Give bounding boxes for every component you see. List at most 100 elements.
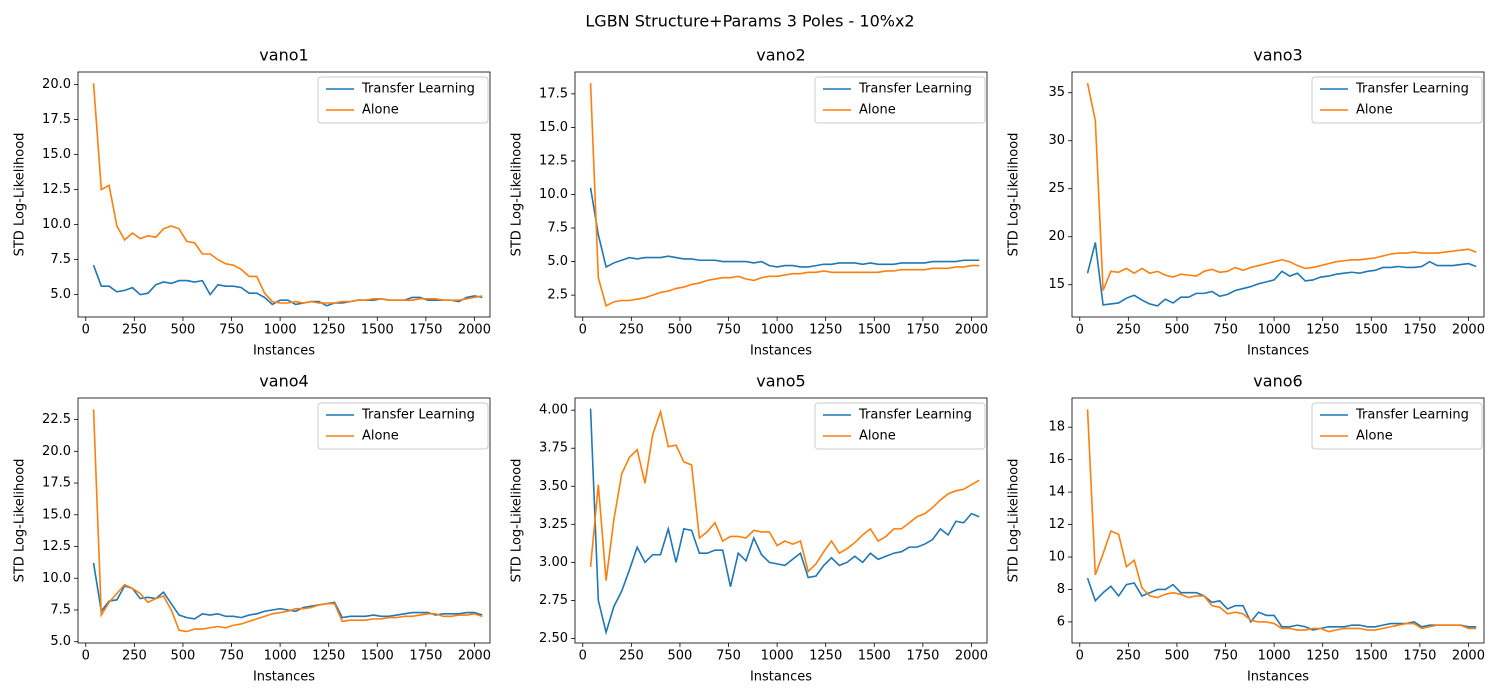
x-tick-label: 1750: [1403, 649, 1436, 664]
y-axis-label: STD Log-Likelihood: [13, 133, 28, 257]
y-axis-label: STD Log-Likelihood: [510, 133, 525, 257]
x-tick-label: 250: [1116, 649, 1141, 664]
y-tick-label: 17.5: [42, 476, 71, 491]
x-tick-label: 1500: [858, 649, 891, 664]
y-tick-label: 3.25: [539, 517, 568, 532]
subplot-title: vano3: [1253, 46, 1302, 65]
plot-area: [1086, 82, 1477, 307]
x-tick-label: 250: [619, 649, 644, 664]
x-tick-label: 500: [1165, 323, 1190, 338]
y-tick-label: 10.0: [539, 187, 568, 202]
x-axis-label: Instances: [253, 344, 315, 359]
x-tick-label: 750: [716, 323, 741, 338]
y-axis-label: STD Log-Likelihood: [1007, 459, 1022, 583]
y-tick-label: 25: [1048, 181, 1065, 196]
x-tick-label: 2000: [955, 649, 988, 664]
x-tick-label: 1000: [1258, 649, 1291, 664]
y-tick-label: 5.0: [547, 254, 568, 269]
legend-box: [1311, 402, 1483, 450]
series-line: [1086, 242, 1477, 307]
x-tick-label: 1250: [312, 323, 345, 338]
x-tick-label: 1250: [809, 649, 842, 664]
y-tick-label: 6: [1057, 614, 1065, 629]
axes-frame: [77, 71, 491, 318]
y-tick-label: 8: [1057, 582, 1065, 597]
plot-area: [92, 409, 483, 633]
x-tick-label: 500: [171, 323, 196, 338]
x-tick-label: 500: [668, 649, 693, 664]
y-tick-label: 3.75: [539, 441, 568, 456]
x-tick-label: 0: [579, 323, 587, 338]
legend-label: Alone: [362, 429, 399, 444]
subplot: vano4 0 250 500 750 1000 1250 1500 1750 2000 5.0 7.…: [13, 372, 491, 685]
y-tick-label: 2.75: [539, 593, 568, 608]
legend-label: Alone: [1356, 429, 1393, 444]
y-tick-label: 17.5: [42, 112, 71, 127]
plot-area: [589, 83, 980, 308]
y-axis-label: STD Log-Likelihood: [1007, 133, 1022, 257]
x-tick-label: 1000: [1258, 323, 1291, 338]
x-tick-label: 2000: [1452, 323, 1485, 338]
y-tick-label: 30: [1048, 133, 1065, 148]
legend: Transfer Learning Alone: [1311, 402, 1483, 450]
x-tick-label: 0: [82, 323, 90, 338]
y-tick-label: 20.0: [42, 77, 71, 92]
x-tick-label: 250: [1116, 323, 1141, 338]
y-tick-label: 12.5: [42, 182, 71, 197]
x-tick-label: 750: [219, 323, 244, 338]
y-tick-label: 35: [1048, 85, 1065, 100]
subplot-title: vano4: [259, 372, 308, 391]
legend-label: Transfer Learning: [1355, 82, 1469, 97]
y-tick-label: 17.5: [539, 86, 568, 101]
subplot: vano1 0 250 500 750 1000 1250 1500 1750 2000 5.0 7.…: [13, 46, 491, 359]
series-line: [92, 409, 483, 633]
y-tick-label: 14: [1048, 485, 1065, 500]
x-tick-label: 500: [171, 649, 196, 664]
series-line: [589, 408, 980, 636]
series-line: [589, 187, 980, 269]
x-tick-label: 1000: [264, 649, 297, 664]
x-tick-label: 750: [1213, 323, 1238, 338]
legend-box: [317, 76, 489, 124]
x-tick-label: 1750: [1403, 323, 1436, 338]
x-tick-label: 1750: [906, 649, 939, 664]
y-tick-label: 2.50: [539, 631, 568, 646]
x-tick-label: 750: [219, 649, 244, 664]
series-line: [92, 264, 483, 307]
y-tick-label: 3.00: [539, 555, 568, 570]
legend-label: Alone: [362, 103, 399, 118]
legend-box: [814, 402, 986, 450]
subplot-title: vano5: [756, 372, 805, 391]
legend-label: Transfer Learning: [1355, 408, 1469, 423]
legend-label: Alone: [859, 429, 896, 444]
series-line: [92, 83, 483, 304]
series-line: [1086, 577, 1477, 631]
y-tick-label: 15.0: [42, 147, 71, 162]
y-tick-label: 15.0: [539, 120, 568, 135]
y-tick-label: 18: [1048, 420, 1065, 435]
axes-frame: [1071, 71, 1485, 318]
y-tick-label: 12.5: [539, 153, 568, 168]
legend: Transfer Learning Alone: [317, 402, 489, 450]
y-tick-label: 12: [1048, 517, 1065, 532]
y-axis-label: STD Log-Likelihood: [510, 459, 525, 583]
subplot: vano6 0 250 500 750 1000 1250 1500 1750 2000 6 8 10 1…: [1007, 372, 1485, 685]
legend-label: Alone: [859, 103, 896, 118]
x-tick-label: 750: [716, 649, 741, 664]
x-tick-label: 1250: [1306, 649, 1339, 664]
y-tick-label: 15: [1048, 277, 1065, 292]
legend: Transfer Learning Alone: [1311, 76, 1483, 124]
axes-frame: [77, 397, 491, 644]
series-line: [1086, 409, 1477, 633]
x-tick-label: 250: [122, 323, 147, 338]
x-tick-label: 1500: [1355, 649, 1388, 664]
y-tick-label: 5.0: [50, 634, 71, 649]
x-tick-label: 250: [122, 649, 147, 664]
x-tick-label: 0: [82, 649, 90, 664]
y-tick-label: 10.0: [42, 571, 71, 586]
plot-area: [589, 408, 980, 636]
subplot-title: vano1: [259, 46, 308, 65]
y-tick-label: 16: [1048, 452, 1065, 467]
y-tick-label: 7.5: [50, 252, 71, 267]
plot-area: [92, 83, 483, 307]
